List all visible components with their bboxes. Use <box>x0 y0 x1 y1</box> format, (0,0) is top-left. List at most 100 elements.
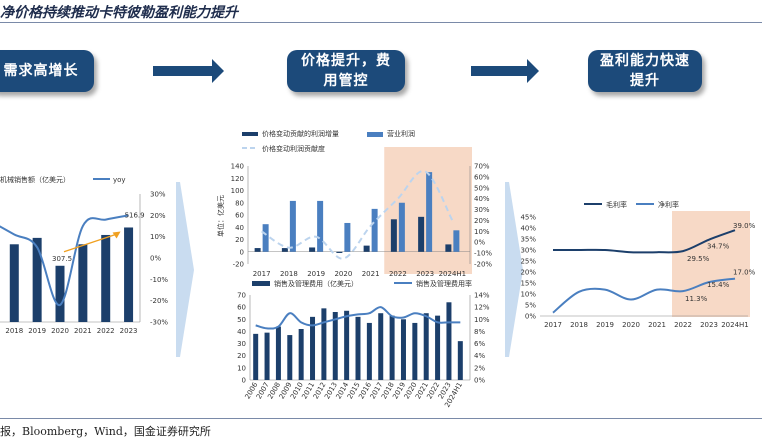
flow-arrow-2 <box>471 59 539 83</box>
sga-bar <box>423 313 429 380</box>
x-tick-label: 2019 <box>596 321 614 329</box>
legend-op-profit-swatch <box>367 132 383 137</box>
x-tick-label: 2018 <box>570 321 588 329</box>
legend-sga-rate-label: 销售及管理费用率 <box>416 279 472 288</box>
x-tick-label: 2022 <box>674 321 692 329</box>
op-profit-bar <box>317 200 324 252</box>
op-profit-bar <box>371 208 378 252</box>
x-tick-label: 2020 <box>334 270 352 278</box>
y-left-tick-label: 10 <box>237 364 246 372</box>
x-tick-label: 2022 <box>389 270 407 278</box>
box-price-cost-line2: 用管控 <box>323 73 369 89</box>
x-tick-label: 2018 <box>280 270 298 278</box>
sales-bar <box>78 244 88 322</box>
box-profitability-line2: 提升 <box>630 73 660 89</box>
y-right-tick-label: 10% <box>474 316 490 324</box>
y-left-tick-label: 80 <box>235 199 244 207</box>
y-left-tick-label: 5% <box>525 302 536 310</box>
y-left-tick-label: 70 <box>237 292 246 300</box>
x-tick-label: 2024H1 <box>439 270 467 278</box>
annotation-gross-2024h1: 39.0% <box>733 222 756 230</box>
annotation-net-2022: 11.3% <box>685 295 708 303</box>
source-rule <box>0 418 762 419</box>
price-contrib-bar <box>281 248 288 252</box>
x-tick-label: 2023 <box>416 270 434 278</box>
annotation-net-2023: 15.4% <box>707 281 730 289</box>
box-price-cost: 价格提升，费 用管控 <box>287 50 405 92</box>
y-left-tick-label: -20 <box>233 261 244 269</box>
y-right-tick-label: 20% <box>150 212 166 220</box>
x-tick-label: 2022 <box>97 327 115 335</box>
y-left-tick-label: 10% <box>520 291 536 299</box>
y-axis-title: 单位：亿美元 <box>216 195 225 237</box>
chevron-arrow-1 <box>176 182 194 357</box>
price-contrib-bar <box>309 247 316 252</box>
legend-gross-label: 毛利率 <box>606 200 627 209</box>
legend-price-contrib-label: 价格变动贡献的利润增量 <box>262 129 339 138</box>
y-right-tick-label: 0% <box>474 239 485 247</box>
x-tick-label: 2019 <box>28 327 46 335</box>
annotation-gross-2023: 34.7% <box>707 243 730 251</box>
box-profitability: 盈利能力快速 提升 <box>588 50 702 92</box>
y-right-tick-label: -10% <box>150 276 168 284</box>
sga-bar <box>264 332 270 380</box>
yoy-line <box>0 214 129 306</box>
x-tick-label: 2017 <box>253 270 271 278</box>
y-left-tick-label: 50 <box>237 316 246 324</box>
y-left-tick-label: 40 <box>235 224 244 232</box>
sales-bar <box>9 244 19 322</box>
y-left-tick-label: 35% <box>520 236 536 244</box>
sga-bar <box>287 335 293 380</box>
box-demand-growth-label: 需求高增长 <box>3 63 79 79</box>
sga-bar <box>389 315 395 380</box>
price-contrib-bar <box>418 216 425 252</box>
x-tick-label: 2020 <box>622 321 640 329</box>
op-profit-bar <box>426 172 433 252</box>
contrib-rate-line <box>261 170 454 260</box>
price-contrib-bar <box>390 219 397 252</box>
price-contrib-bar <box>254 248 261 252</box>
y-right-tick-label: 0% <box>150 255 161 263</box>
y-left-tick-label: 40% <box>520 225 536 233</box>
sga-rate-line <box>255 306 461 330</box>
op-profit-bar <box>289 200 296 252</box>
x-tick-label: 2017 <box>544 321 562 329</box>
title-rule <box>0 22 762 23</box>
sga-bar <box>310 316 316 380</box>
chevron-arrow-2 <box>505 182 523 357</box>
legend-price-contrib-swatch <box>242 132 258 136</box>
sga-bar <box>355 316 361 380</box>
box-profitability-line1: 盈利能力快速 <box>600 53 690 69</box>
sga-bar <box>446 302 452 380</box>
y-left-tick-label: 60 <box>235 212 244 220</box>
legend-sga-label: 销售及管理费用（亿美元） <box>274 279 358 288</box>
annotation-307-5: 307.5 <box>52 255 72 263</box>
gross-margin-line <box>552 229 736 254</box>
y-right-tick-label: 60% <box>474 173 490 181</box>
flow-arrow-1 <box>153 59 224 83</box>
y-right-tick-label: 14% <box>474 292 490 300</box>
box-price-cost-line1: 价格提升，费 <box>301 53 391 69</box>
y-right-tick-label: 30% <box>474 206 490 214</box>
sales-bar <box>101 234 111 322</box>
y-left-tick-label: 0 <box>240 248 244 256</box>
annotation-516-9: 516.9 <box>125 211 145 219</box>
y-left-tick-label: 20 <box>237 352 246 360</box>
legend-sales-label: 机械销售额（亿美元） <box>0 175 70 184</box>
y-left-tick-label: 30 <box>237 340 246 348</box>
box-demand-growth: 需求高增长 <box>0 50 94 92</box>
y-left-tick-label: 15% <box>520 280 536 288</box>
y-right-tick-label: -20% <box>474 261 492 269</box>
op-profit-bar <box>262 224 269 252</box>
page-title: 净价格持续推动卡特彼勒盈利能力提升 <box>0 5 238 21</box>
price-contrib-bar <box>363 245 370 252</box>
sga-bar <box>400 319 406 380</box>
y-right-tick-label: 12% <box>474 304 490 312</box>
highlight-region <box>672 211 750 317</box>
y-right-tick-label: 70% <box>474 163 490 171</box>
trend-arrow-line <box>63 232 119 253</box>
trend-arrow-head <box>112 231 121 239</box>
sga-bar <box>378 313 384 380</box>
chart-sales: 机械销售额（亿美元）yoy30%20%10%0%-10%-20%-30%2017… <box>0 175 168 335</box>
